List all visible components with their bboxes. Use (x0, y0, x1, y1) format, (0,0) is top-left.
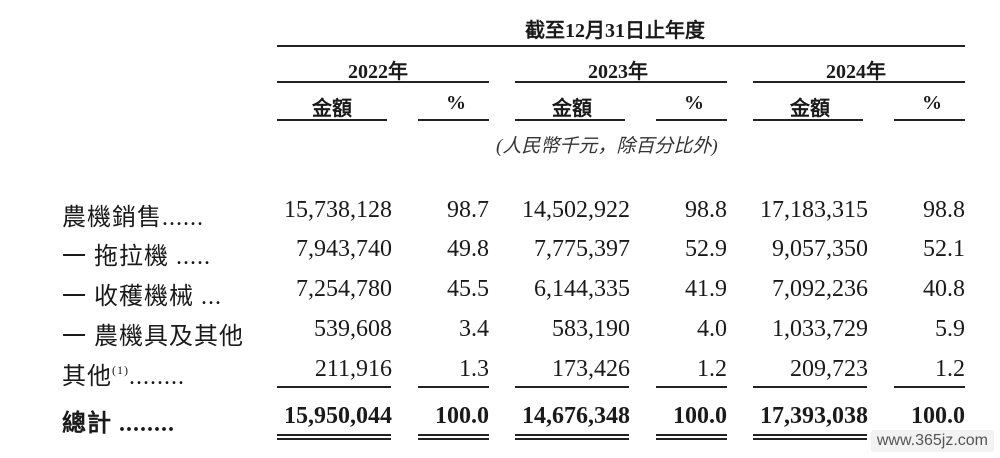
total-rule (515, 438, 629, 440)
cell-amount-2022: 7,254,780 (296, 276, 392, 302)
cell-percent-2022: 1.3 (459, 356, 489, 382)
total-label: 總計 ........ (62, 411, 175, 437)
cell-percent-2024: 1.2 (935, 356, 965, 382)
unit-note: (人民幣千元，除百分比外) (496, 136, 718, 157)
cell-amount-2024: 7,092,236 (772, 276, 868, 302)
cell-percent-2023: 98.8 (685, 197, 727, 223)
cell-percent-2023: 4.0 (697, 316, 727, 342)
amount-header-2022: 金額 (312, 98, 352, 120)
year-2024-rule (753, 81, 965, 83)
cell-amount-2024: 17,183,315 (760, 197, 868, 223)
cell-percent-2024: 52.1 (923, 236, 965, 262)
row-label: 一 拖拉機 ..... (62, 244, 211, 270)
watermark: www.365jz.com (870, 430, 994, 452)
subtotal-rule (656, 386, 727, 388)
header-rule-top (277, 45, 965, 47)
year-2024-header: 2024年 (826, 61, 886, 83)
cell-amount-2023: 583,190 (552, 316, 630, 342)
cell-amount-2022: 15,738,128 (284, 197, 392, 223)
percent-rule-2022 (418, 119, 489, 121)
cell-amount-2023: 6,144,335 (534, 276, 630, 302)
cell-amount-2024: 9,057,350 (772, 236, 868, 262)
footnote-marker: (1) (112, 363, 129, 377)
percent-rule-2024 (894, 119, 965, 121)
row-label: 一 農機具及其他 (62, 324, 244, 350)
total-rule (418, 438, 489, 440)
total-amount-2023: 14,676,348 (522, 403, 630, 429)
total-rule (656, 438, 727, 440)
cell-percent-2022: 49.8 (447, 236, 489, 262)
amount-rule-2023 (515, 119, 625, 121)
cell-percent-2022: 3.4 (459, 316, 489, 342)
subtotal-rule (515, 386, 629, 388)
cell-percent-2023: 41.9 (685, 276, 727, 302)
cell-amount-2022: 539,608 (314, 316, 392, 342)
cell-amount-2023: 7,775,397 (534, 236, 630, 262)
cell-amount-2023: 173,426 (552, 356, 630, 382)
cell-percent-2024: 5.9 (935, 316, 965, 342)
cell-percent-2022: 98.7 (447, 197, 489, 223)
amount-header-2024: 金額 (790, 98, 830, 120)
row-label: 農機銷售...... (62, 205, 204, 231)
row-label: 一 收穫機械 ... (62, 284, 222, 310)
total-rule (277, 434, 391, 436)
total-rule (418, 434, 489, 436)
year-2022-rule (277, 81, 489, 83)
percent-header-2024: % (922, 92, 942, 114)
total-percent-2022: 100.0 (435, 403, 489, 429)
cell-percent-2023: 52.9 (685, 236, 727, 262)
row-label: 其他(1)........ (62, 363, 185, 390)
subtotal-rule (753, 386, 867, 388)
total-percent-2024: 100.0 (911, 403, 965, 429)
cell-percent-2024: 40.8 (923, 276, 965, 302)
cell-amount-2022: 7,943,740 (296, 236, 392, 262)
period-title: 截至12月31日止年度 (525, 20, 705, 42)
cell-percent-2024: 98.8 (923, 197, 965, 223)
cell-amount-2022: 211,916 (314, 356, 392, 382)
total-rule (656, 434, 727, 436)
cell-amount-2024: 209,723 (790, 356, 868, 382)
subtotal-rule (894, 386, 965, 388)
total-rule (753, 438, 867, 440)
total-rule (277, 438, 391, 440)
amount-header-2023: 金額 (552, 98, 592, 120)
subtotal-rule (418, 386, 489, 388)
amount-rule-2024 (753, 119, 863, 121)
year-2022-header: 2022年 (348, 61, 408, 83)
total-amount-2022: 15,950,044 (284, 403, 392, 429)
cell-percent-2022: 45.5 (447, 276, 489, 302)
cell-percent-2023: 1.2 (697, 356, 727, 382)
total-percent-2023: 100.0 (673, 403, 727, 429)
amount-rule-2022 (277, 119, 387, 121)
cell-amount-2023: 14,502,922 (522, 197, 630, 223)
total-rule (753, 434, 867, 436)
percent-header-2022: % (446, 92, 466, 114)
percent-header-2023: % (684, 92, 704, 114)
percent-rule-2023 (656, 119, 727, 121)
total-rule (515, 434, 629, 436)
subtotal-rule (277, 386, 391, 388)
year-2023-header: 2023年 (588, 61, 648, 83)
cell-amount-2024: 1,033,729 (772, 316, 868, 342)
year-2023-rule (515, 81, 727, 83)
total-amount-2024: 17,393,038 (760, 403, 868, 429)
